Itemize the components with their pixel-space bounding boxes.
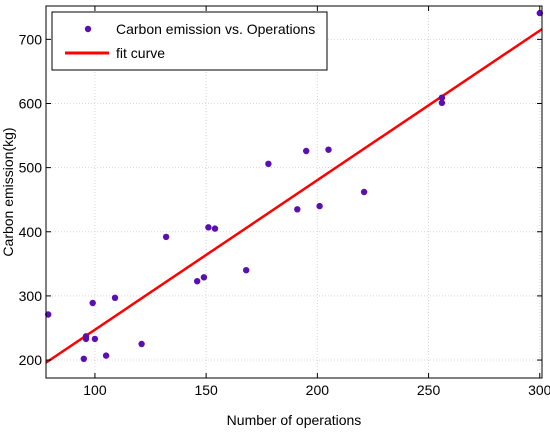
x-axis-label: Number of operations [227, 412, 362, 428]
data-point [211, 225, 219, 232]
y-tick-label: 300 [19, 288, 43, 304]
x-tick-label: 200 [306, 382, 330, 398]
x-tick-label: 150 [194, 382, 218, 398]
data-point [194, 278, 201, 285]
y-tick-label: 500 [19, 160, 43, 176]
legend-box [51, 11, 328, 71]
y-axis-label: Carbon emission(kg) [0, 127, 16, 256]
data-point [200, 274, 208, 281]
data-point [89, 299, 96, 307]
y-tick-label: 400 [19, 224, 43, 240]
data-point [205, 224, 212, 231]
data-point [303, 147, 310, 155]
legend-marker-points [84, 25, 92, 33]
tick-labels: 100 150 200 250 300 200 300 400 500 600 700 [19, 31, 550, 398]
data-point [243, 267, 250, 274]
plot-frame [45, 5, 543, 379]
data-point [138, 340, 145, 348]
data-point [325, 146, 332, 153]
data-point [438, 94, 446, 101]
y-tick-label: 700 [19, 31, 43, 47]
legend-label-points: Carbon emission vs. Operations [116, 21, 315, 37]
y-tick-label: 600 [19, 95, 43, 111]
points-layer [45, 9, 543, 362]
fit-curve-line [45, 28, 543, 364]
data-point [265, 160, 272, 167]
x-tick-label: 100 [83, 382, 107, 398]
legend-label-fit: fit curve [116, 45, 165, 61]
data-point [360, 188, 368, 196]
data-point [111, 294, 119, 301]
data-point [80, 355, 88, 362]
fit-layer [45, 28, 543, 364]
grid [46, 6, 542, 378]
data-point [102, 352, 110, 359]
x-tick-label: 250 [417, 382, 441, 398]
legend: Carbon emission vs. Operations fit curve [51, 11, 328, 71]
data-point [45, 311, 52, 318]
data-point [316, 202, 323, 210]
data-point [294, 206, 301, 213]
x-tick-label: 300 [528, 382, 550, 398]
y-tick-label: 200 [19, 352, 43, 368]
data-point [536, 9, 543, 17]
data-point [82, 333, 90, 340]
data-point [438, 99, 446, 107]
data-point [91, 335, 99, 343]
data-point [162, 233, 170, 241]
axis-ticks [46, 6, 542, 378]
